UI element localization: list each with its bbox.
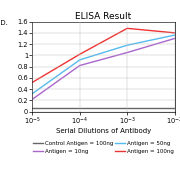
Antigen = 100ng xyxy=(126,27,128,29)
Line: Antigen = 10ng: Antigen = 10ng xyxy=(32,39,175,99)
Legend: Control Antigen = 100ng, Antigen = 10ng, Antigen = 50ng, Antigen = 100ng: Control Antigen = 100ng, Antigen = 10ng,… xyxy=(33,141,174,154)
Line: Antigen = 50ng: Antigen = 50ng xyxy=(32,35,175,94)
Control Antigen = 100ng xyxy=(31,107,33,109)
Antigen = 50ng xyxy=(31,93,33,95)
Antigen = 50ng xyxy=(174,34,176,36)
Control Antigen = 100ng xyxy=(174,107,176,109)
Y-axis label: O.D.: O.D. xyxy=(0,20,9,26)
Line: Antigen = 100ng: Antigen = 100ng xyxy=(32,28,175,82)
Antigen = 10ng xyxy=(126,51,128,54)
X-axis label: Serial Dilutions of Antibody: Serial Dilutions of Antibody xyxy=(56,129,151,134)
Control Antigen = 100ng xyxy=(126,107,128,109)
Title: ELISA Result: ELISA Result xyxy=(75,12,132,21)
Antigen = 10ng xyxy=(174,37,176,40)
Antigen = 10ng xyxy=(79,64,81,67)
Antigen = 10ng xyxy=(31,98,33,100)
Antigen = 50ng xyxy=(79,59,81,61)
Antigen = 100ng xyxy=(31,81,33,83)
Antigen = 100ng xyxy=(79,53,81,55)
Control Antigen = 100ng xyxy=(79,107,81,109)
Antigen = 50ng xyxy=(126,44,128,46)
Antigen = 100ng xyxy=(174,32,176,34)
